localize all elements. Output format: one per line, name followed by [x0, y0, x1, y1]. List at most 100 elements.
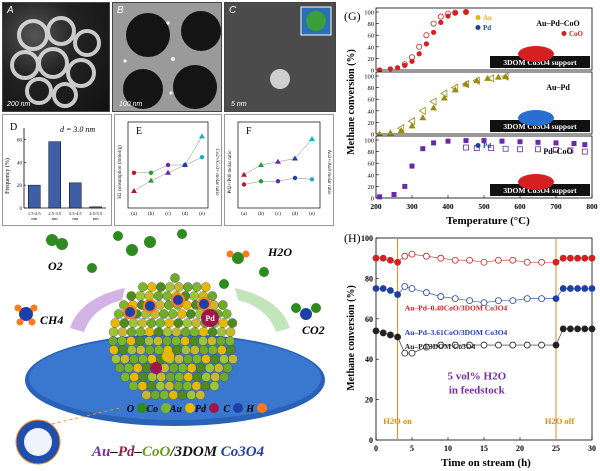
heating-point	[408, 122, 416, 129]
data-point	[423, 252, 430, 260]
chart-g-xtick: 500	[478, 202, 490, 211]
data-point	[387, 331, 394, 339]
lattice-atom	[154, 345, 164, 355]
cooling-point	[396, 124, 405, 133]
panel-d-bar	[89, 206, 102, 209]
lattice-atom	[195, 390, 206, 400]
panel-d-ytick: 60	[17, 138, 23, 143]
panel-e-frame	[127, 121, 209, 209]
lattice-atom	[159, 390, 170, 400]
data-point	[372, 285, 380, 292]
lattice-atom	[176, 309, 187, 319]
legend-symbol: O	[127, 404, 134, 415]
catalyst-schematic: Pd O2 H2O CH4 CO2 O Co Au Pd C H Au–Pd–CoO/3D…	[14, 229, 325, 465]
panel-e-xticks: (a) (b) (c) (d) (e)	[131, 212, 205, 217]
lattice-atom	[114, 363, 125, 373]
h2o-off-label: H2O off	[545, 416, 575, 426]
lattice-atom	[170, 273, 180, 283]
subpanel-title: Au–Pd	[546, 83, 570, 92]
lattice-atom	[155, 381, 166, 391]
panel-e-ylabel-left: H2 consumption (mmol/g)	[118, 145, 123, 199]
lattice-atom	[192, 372, 203, 382]
data-point	[538, 295, 546, 302]
chart-g-ytick: 80	[368, 149, 375, 156]
data-point	[165, 169, 171, 175]
lattice-atom	[144, 327, 155, 337]
x-tick: (e)	[309, 212, 315, 217]
micrograph-a-scale: 200 nm	[7, 101, 31, 108]
chart-g-ytick: 100	[364, 138, 374, 145]
cooling-point	[502, 145, 509, 152]
reactant-arrow	[70, 288, 125, 332]
lattice-atom	[185, 309, 196, 319]
data-point	[538, 258, 546, 266]
lattice-atom	[117, 327, 128, 337]
lattice-atom	[119, 318, 130, 328]
subpanel-title: Au–Pd–CoO	[536, 19, 580, 28]
lattice-atom	[146, 318, 157, 328]
series-label: Au–Pd/3DOM Co3O4	[405, 342, 476, 351]
lattice-atom	[207, 327, 218, 337]
data-point	[131, 170, 137, 175]
chart-h-xtick: 20	[516, 444, 524, 453]
legend-symbol: Pd	[195, 404, 207, 415]
cooling-point	[463, 144, 469, 151]
lattice-atom	[183, 282, 193, 292]
lattice-atom	[192, 354, 202, 364]
data-point	[182, 162, 188, 168]
micrograph-c-texture	[225, 3, 335, 111]
lattice-atom	[138, 282, 148, 292]
chart-g-ytick: 20	[368, 184, 375, 191]
chart-g-ytick: 0	[371, 196, 374, 203]
cooling-point	[429, 97, 437, 106]
lattice-atom	[164, 318, 175, 328]
lattice-atom	[213, 363, 224, 373]
panel-f-marks	[241, 136, 315, 187]
pd-label: Pd	[205, 314, 215, 323]
heating-point	[440, 94, 448, 101]
chart-h-frame	[375, 237, 593, 441]
heating-point	[391, 192, 397, 198]
subpanel-legend-label: Au	[483, 14, 492, 22]
heating-point	[481, 138, 487, 144]
lattice-atom	[118, 345, 128, 355]
co2-molecule	[291, 303, 321, 320]
lattice-atom	[204, 363, 215, 373]
lattice-atom	[162, 327, 173, 337]
heating-point	[395, 65, 401, 71]
chart-g-xlabel: Temperature (°C)	[446, 215, 530, 227]
data-point	[148, 177, 154, 183]
support-banner	[490, 184, 590, 196]
cooling-point	[437, 13, 444, 20]
cooling-point	[535, 146, 541, 153]
ch4-label: CH4	[40, 313, 63, 327]
heating-point	[431, 29, 437, 35]
lattice-atom	[209, 381, 220, 391]
chart-h-xlabel: Time on stream (h)	[441, 457, 531, 469]
series-label: Au–Pd–0.40CoO/3DOM Co3O4	[405, 304, 508, 313]
lattice-atom	[135, 291, 146, 301]
3dom-pore	[24, 428, 52, 456]
lattice-atom	[180, 336, 190, 346]
lattice-atom	[189, 291, 200, 301]
lattice-atom	[136, 345, 146, 355]
data-point	[394, 333, 401, 341]
lattice-atom	[167, 309, 178, 319]
product-arrow	[235, 288, 290, 332]
lattice-atom	[146, 381, 157, 391]
lattice-atom	[173, 318, 184, 328]
legend-symbol: C	[223, 404, 230, 415]
data-point	[480, 341, 488, 349]
data-point	[309, 177, 315, 182]
cooling-point	[517, 146, 523, 153]
lattice-atom	[198, 336, 208, 346]
chart-g-ytick: 60	[368, 33, 375, 40]
lattice-atom	[173, 381, 184, 391]
data-point	[379, 285, 387, 292]
cooling-point	[401, 61, 408, 68]
support-banner-text: 3DOM Co3O4 support	[503, 186, 577, 195]
lattice-atom	[207, 336, 217, 346]
subpanel-legend-label: Pd	[483, 24, 491, 32]
lattice-atom	[191, 381, 202, 391]
lattice-atom	[129, 372, 140, 382]
